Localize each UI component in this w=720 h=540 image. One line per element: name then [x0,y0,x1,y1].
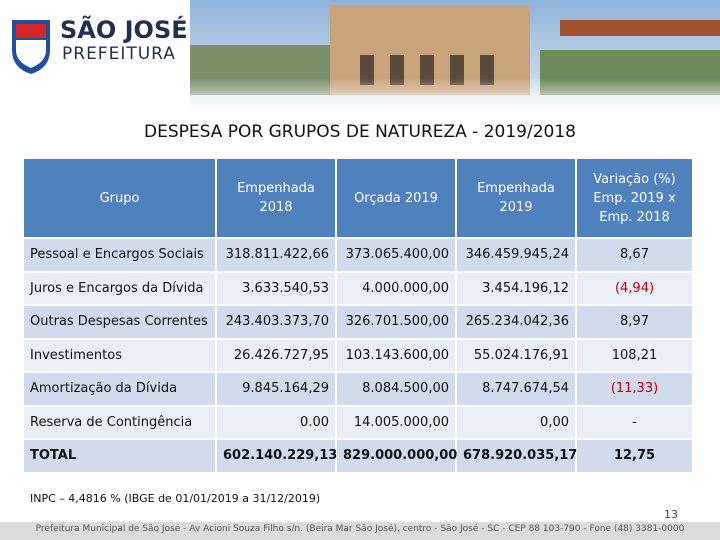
table-cell: 0.00 [215,404,337,440]
table-cell: 8,67 [575,237,694,273]
table-cell: 12,75 [575,438,694,474]
table-cell: 3.454.196,12 [455,270,577,306]
table-cell: 373.065.400,00 [335,237,457,273]
table-cell: 4.000.000,00 [335,270,457,306]
table-cell: 0,00 [455,404,577,440]
table-cell: 326.701.500,00 [335,304,457,340]
header-graphics [12,0,720,112]
table-row: Outras Despesas Correntes 243.403.373,70 3… [22,304,694,340]
table-cell: 55.024.176,91 [455,337,577,373]
table-cell: 8,97 [575,304,694,340]
table-row: Reserva de Contingência 0.00 14.005.000,00… [22,404,694,440]
slide-title: DESPESA POR GRUPOS DE NATUREZA - 2019/20… [144,122,576,142]
table-cell: (4,94) [575,270,694,306]
table-cell: 9.845.164,29 [215,371,337,407]
table-cell: 346.459.945,24 [455,237,577,273]
table-cell: 829.000.000,00 [335,438,457,474]
table-cell: 14.005.000,00 [335,404,457,440]
table-cell: 26.426.727,95 [215,337,337,373]
note: INPC – 4,4816 % (IBGE de 01/01/2019 a 31… [30,492,321,505]
table-cell: TOTAL [22,438,217,474]
table-cell: - [575,404,694,440]
table-cell: Amortização da Dívida [22,371,217,407]
column-header: Empenhada 2019 [455,157,577,239]
page-number: 13 [664,508,678,521]
logo-text: SÃO JOSÉ [60,16,188,44]
data-table: Grupo Empenhada 2018 Orçada 2019 Empenhada … [22,157,694,474]
table-cell: 265.234.042,36 [455,304,577,340]
footer: Prefeitura Municipal de São José - Av Ac… [35,524,685,534]
table-row: Amortização da Dívida 9.845.164,29 8.084.5… [22,371,694,407]
column-header: Grupo [22,157,217,239]
table-cell: 243.403.373,70 [215,304,337,340]
table-cell: 602.140.229,13 [215,438,337,474]
column-header: Orçada 2019 [335,157,457,239]
table-row: Juros e Encargos da Dívida 3.633.540,53 4.… [22,270,694,306]
table-cell: 3.633.540,53 [215,270,337,306]
table-cell: 103.143.600,00 [335,337,457,373]
table-row: Investimentos 26.426.727,95 103.143.600,00… [22,337,694,373]
table-cell: 8.747.674,54 [455,371,577,407]
table-cell: Reserva de Contingência [22,404,217,440]
table-row: TOTAL 602.140.229,13 829.000.000,00 678.920… [22,438,694,474]
table-row: Pessoal e Encargos Sociais 318.811.422,66… [22,237,694,273]
logo-subtext: PREFEITURA [62,44,176,64]
table-cell: Juros e Encargos da Dívida [22,270,217,306]
column-header: Empenhada 2018 [215,157,337,239]
table-cell: 678.920.035,17 [455,438,577,474]
table-cell: 8.084.500,00 [335,371,457,407]
table-cell: 318.811.422,66 [215,237,337,273]
table-cell: Investimentos [22,337,217,373]
table-cell: Outras Despesas Correntes [22,304,217,340]
table-cell: (11,33) [575,371,694,407]
column-header: Variação (%) Emp. 2019 x Emp. 2018 [575,157,694,239]
table-cell: 108,21 [575,337,694,373]
table-cell: Pessoal e Encargos Sociais [22,237,217,273]
